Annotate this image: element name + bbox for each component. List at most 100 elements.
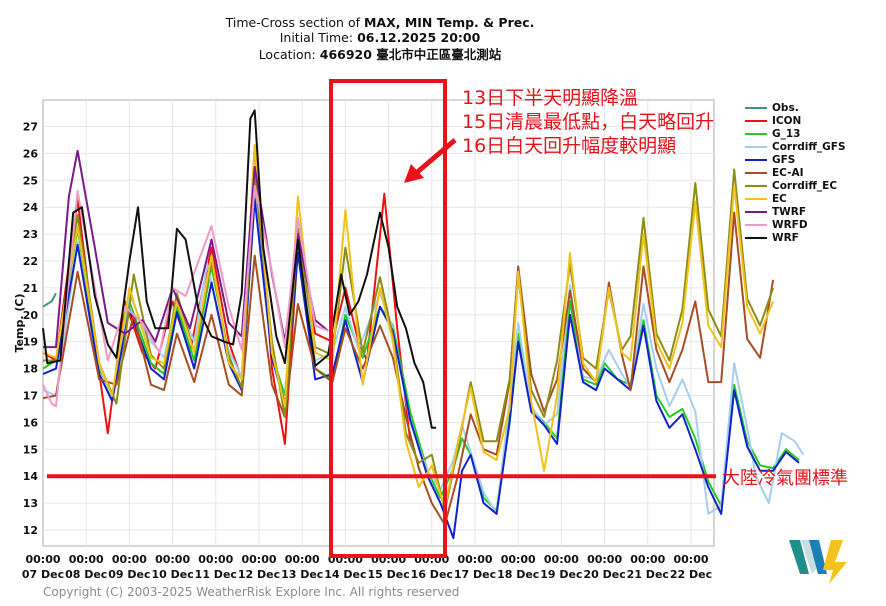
x-tick-time: 00:00: [198, 553, 233, 566]
x-tick-date: 07 Dec: [22, 568, 64, 581]
series-line-gfs: [42, 198, 800, 540]
annotation-text: 13日下半天明顯降溫 15日清晨最低點，白天略回升 16日白天回升幅度較明顯: [462, 86, 714, 158]
legend-swatch: [745, 184, 767, 187]
x-tick-date: 19 Dec: [540, 568, 582, 581]
y-tick-label: 13: [23, 497, 38, 510]
copyright-text: Copyright (C) 2003-2025 WeatherRisk Expl…: [43, 585, 460, 599]
legend-label: G_13: [772, 127, 801, 140]
y-tick-label: 18: [23, 363, 38, 376]
series-line-obs-: [42, 292, 57, 308]
x-tick-date: 12 Dec: [238, 568, 280, 581]
x-tick-date: 16 Dec: [411, 568, 453, 581]
legend-label: TWRF: [772, 205, 807, 218]
legend-item: Obs.: [745, 101, 846, 114]
x-tick-time: 00:00: [501, 553, 536, 566]
x-tick-time: 00:00: [25, 553, 60, 566]
legend-swatch: [745, 171, 767, 174]
x-tick-date: 21 Dec: [627, 568, 669, 581]
legend-item: ICON: [745, 114, 846, 127]
y-tick-label: 23: [23, 228, 38, 241]
x-tick-time: 00:00: [112, 553, 147, 566]
x-tick-date: 11 Dec: [195, 568, 237, 581]
legend-item: WRF: [745, 231, 846, 244]
annotation-line-1: 13日下半天明顯降溫: [462, 87, 639, 109]
title-prefix: Time-Cross section of: [225, 15, 364, 30]
y-tick-label: 12: [23, 524, 38, 537]
y-tick-label: 25: [23, 174, 38, 187]
location: Location: 466920 臺北市中正區臺北測站: [0, 47, 760, 63]
series-line-wrf: [42, 109, 437, 429]
chart-title: Time-Cross section of MAX, MIN Temp. & P…: [0, 15, 760, 31]
title-bold: MAX, MIN Temp. & Prec.: [363, 15, 535, 30]
initial-time: Initial Time: 06.12.2025 20:00: [0, 30, 760, 46]
x-tick-date: 15 Dec: [367, 568, 409, 581]
y-tick-label: 17: [23, 390, 38, 403]
y-tick-label: 22: [23, 255, 38, 268]
location-label: Location:: [258, 47, 320, 62]
series-line-g-13: [42, 190, 800, 513]
legend-label: GFS: [772, 153, 796, 166]
x-tick-date: 17 Dec: [454, 568, 496, 581]
chart-legend: Obs. ICON G_13 Corrdiff_GFS GFS EC-AI Corrdiff…: [745, 101, 846, 244]
weatherrisk-logo-icon: [789, 540, 847, 584]
y-tick-label: 16: [23, 416, 39, 429]
legend-swatch: [745, 106, 767, 109]
legend-label: EC-AI: [772, 166, 804, 179]
legend-swatch: [745, 119, 767, 122]
legend-item: Corrdiff_GFS: [745, 140, 846, 153]
legend-item: EC-AI: [745, 166, 846, 179]
x-tick-time: 00:00: [241, 553, 276, 566]
legend-item: TWRF: [745, 205, 846, 218]
initial-time-value: 06.12.2025 20:00: [357, 30, 481, 45]
x-tick-date: 20 Dec: [583, 568, 625, 581]
x-tick-date: 14 Dec: [324, 568, 366, 581]
x-tick-date: 18 Dec: [497, 568, 539, 581]
legend-swatch: [745, 197, 767, 200]
arrow-head-icon: [404, 164, 424, 183]
legend-label: WRFD: [772, 218, 808, 231]
y-tick-label: 21: [23, 282, 38, 295]
legend-item: GFS: [745, 153, 846, 166]
threshold-label: 大陸冷氣團標準: [722, 468, 848, 489]
y-tick-label: 14: [23, 470, 39, 483]
y-axis-label: Temp. (C): [13, 294, 26, 353]
legend-swatch: [745, 132, 767, 135]
x-tick-time: 00:00: [544, 553, 579, 566]
legend-swatch: [745, 145, 767, 148]
initial-time-label: Initial Time:: [279, 30, 358, 45]
y-tick-label: 24: [23, 201, 39, 214]
x-tick-date: 10 Dec: [151, 568, 193, 581]
x-tick-time: 00:00: [673, 553, 708, 566]
legend-item: Corrdiff_EC: [745, 179, 846, 192]
legend-label: Corrdiff_GFS: [772, 140, 846, 153]
legend-label: Corrdiff_EC: [772, 179, 838, 192]
plot-area: [42, 99, 715, 547]
x-tick-date: 09 Dec: [108, 568, 150, 581]
x-tick-date: 08 Dec: [65, 568, 107, 581]
x-tick-time: 00:00: [155, 553, 190, 566]
y-tick-label: 27: [23, 121, 38, 134]
x-tick-time: 00:00: [630, 553, 665, 566]
legend-item: WRFD: [745, 218, 846, 231]
annotation-line-2: 15日清晨最低點，白天略回升: [462, 111, 715, 133]
legend-item: EC: [745, 192, 846, 205]
legend-item: G_13: [745, 127, 846, 140]
x-tick-time: 00:00: [69, 553, 104, 566]
legend-swatch: [745, 210, 767, 213]
location-value: 466920 臺北市中正區臺北測站: [319, 47, 502, 62]
highlight-box: [329, 79, 447, 558]
legend-swatch: [745, 158, 767, 161]
y-tick-label: 15: [23, 443, 38, 456]
x-tick-date: 13 Dec: [281, 568, 323, 581]
legend-swatch: [745, 236, 767, 239]
legend-swatch: [745, 223, 767, 226]
x-tick-date: 22 Dec: [670, 568, 712, 581]
legend-label: Obs.: [772, 101, 799, 114]
x-tick-time: 00:00: [457, 553, 492, 566]
x-tick-time: 00:00: [285, 553, 320, 566]
y-tick-label: 26: [23, 147, 39, 160]
legend-label: WRF: [772, 231, 799, 244]
annotation-line-3: 16日白天回升幅度較明顯: [462, 135, 677, 157]
legend-label: ICON: [772, 114, 802, 127]
